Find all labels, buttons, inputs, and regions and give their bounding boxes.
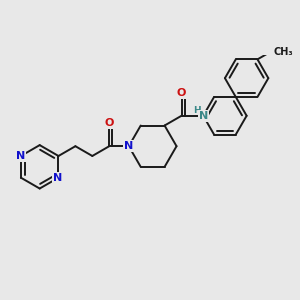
Text: N: N [53, 173, 62, 183]
Text: N: N [199, 111, 208, 121]
Text: O: O [177, 88, 186, 98]
Text: N: N [16, 151, 26, 161]
Text: O: O [105, 118, 114, 128]
Text: N: N [124, 141, 134, 151]
Text: H: H [193, 106, 200, 115]
Text: CH₃: CH₃ [274, 47, 293, 57]
